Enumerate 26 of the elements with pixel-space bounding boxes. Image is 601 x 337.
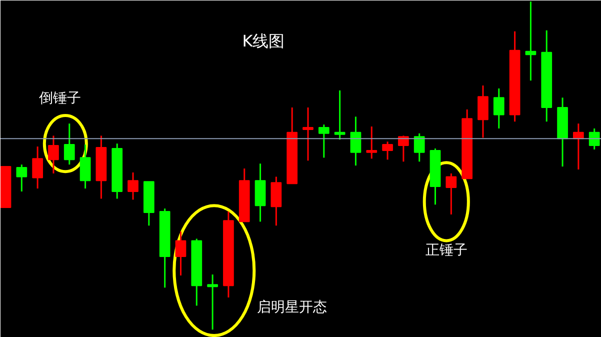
candlestick [80,144,91,190]
candlestick [382,140,393,160]
candlestick [48,134,59,174]
candlestick [446,172,457,216]
annotation: 倒锤子 [38,90,81,107]
annotation: 正锤子 [425,242,468,259]
candlestick [32,146,43,190]
candlestick [525,0,536,82]
candlestick [493,88,504,130]
candlestick [414,132,425,162]
candlestick [302,106,314,162]
candlestick [318,124,330,158]
candlestick [270,176,282,226]
candlestick [207,274,218,330]
candlestick [366,126,378,160]
candlestick [334,90,346,140]
candlestick [16,164,28,192]
annotation: 启明星开态 [257,300,328,316]
candlestick [128,172,138,200]
candlestick [64,122,75,166]
text: K线图 [242,31,285,50]
candlestick [478,84,488,138]
candlestick [398,134,409,162]
candlestick [175,230,186,276]
candlestick [350,116,362,166]
candlestick [588,128,600,150]
